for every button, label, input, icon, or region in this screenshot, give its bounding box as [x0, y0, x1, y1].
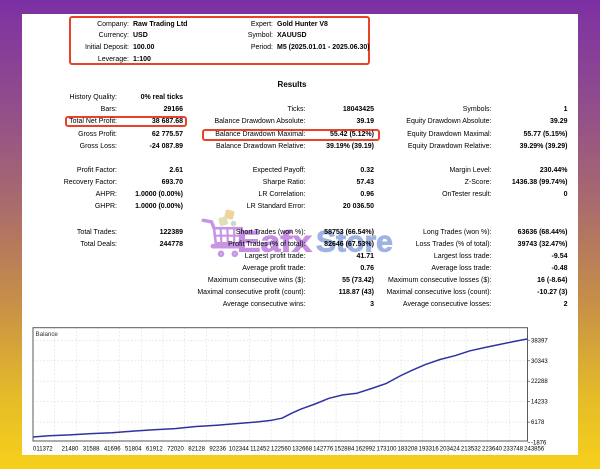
svg-text:152884: 152884 [334, 447, 355, 453]
svg-text:41696: 41696 [104, 447, 121, 453]
svg-text:61912: 61912 [146, 447, 163, 453]
svg-text:38397: 38397 [531, 338, 548, 344]
svg-text:233748: 233748 [503, 447, 524, 453]
svg-text:30343: 30343 [531, 359, 548, 365]
svg-text:122560: 122560 [271, 447, 292, 453]
svg-text:132668: 132668 [292, 447, 313, 453]
svg-text:203424: 203424 [440, 447, 461, 453]
svg-text:112452: 112452 [250, 447, 270, 453]
svg-text:82128: 82128 [188, 447, 205, 453]
svg-text:102344: 102344 [229, 447, 250, 453]
svg-text:183208: 183208 [398, 447, 419, 453]
svg-text:193316: 193316 [419, 447, 440, 453]
svg-text:14233: 14233 [531, 400, 548, 406]
svg-text:Eafx: Eafx [237, 225, 312, 258]
svg-text:213532: 213532 [461, 447, 482, 453]
svg-text:72020: 72020 [167, 447, 184, 453]
svg-text:173100: 173100 [376, 447, 397, 453]
svg-text:-1876: -1876 [531, 441, 547, 447]
svg-text:31588: 31588 [83, 447, 100, 453]
svg-text:243856: 243856 [524, 447, 545, 453]
svg-text:162992: 162992 [355, 447, 376, 453]
svg-text:92236: 92236 [209, 447, 226, 453]
svg-text:Store: Store [316, 226, 393, 259]
svg-text:6178: 6178 [531, 420, 545, 426]
svg-text:142776: 142776 [313, 447, 334, 453]
svg-text:011372: 011372 [33, 447, 53, 453]
svg-text:22288: 22288 [531, 379, 548, 385]
svg-text:51804: 51804 [125, 447, 142, 453]
svg-text:21480: 21480 [62, 447, 79, 453]
svg-text:Balance: Balance [36, 331, 59, 338]
svg-text:223640: 223640 [482, 447, 503, 453]
